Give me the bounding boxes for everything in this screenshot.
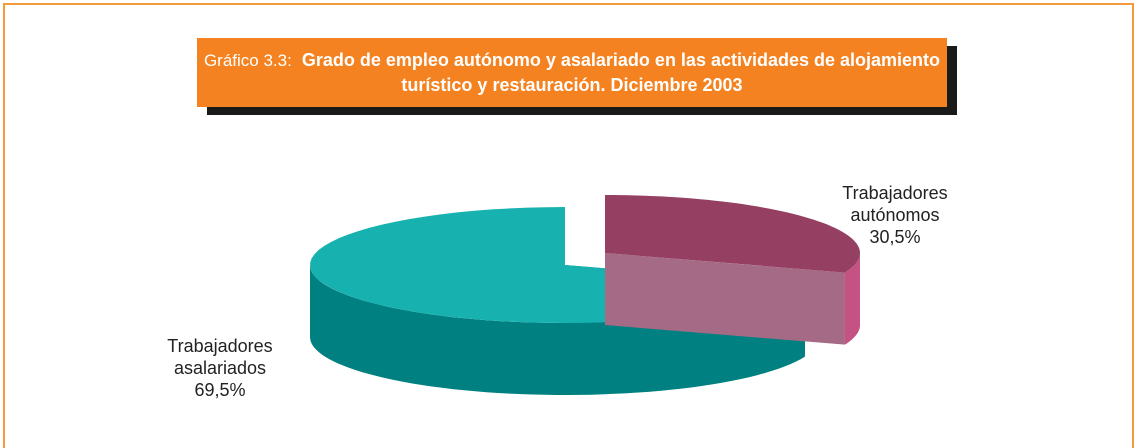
category-label: Trabajadores asalariados [167, 336, 273, 378]
slice-label: Trabajadores asalariados 69,5% [145, 335, 295, 401]
title-box [197, 38, 947, 107]
chart-title: Grado de empleo autónomo y asalariado en… [301, 50, 941, 95]
slice [605, 195, 860, 273]
value-label: 69,5% [194, 380, 246, 400]
slice-label: Trabajadores autónomos 30,5% [820, 182, 970, 248]
pie [310, 195, 860, 395]
slice-side [844, 253, 860, 345]
title-prefix: Gráfico 3.3: [203, 51, 292, 70]
category-label: Trabajadores autónomos [842, 183, 948, 225]
title-text: Gráfico 3.3: Grado de empleo autónomo y … [197, 48, 947, 97]
title-block: Gráfico 3.3: Grado de empleo autónomo y … [197, 38, 947, 107]
slice-side [310, 265, 805, 395]
value-label: 30,5% [869, 227, 921, 247]
slice-face [605, 253, 845, 345]
frame [3, 3, 1134, 448]
